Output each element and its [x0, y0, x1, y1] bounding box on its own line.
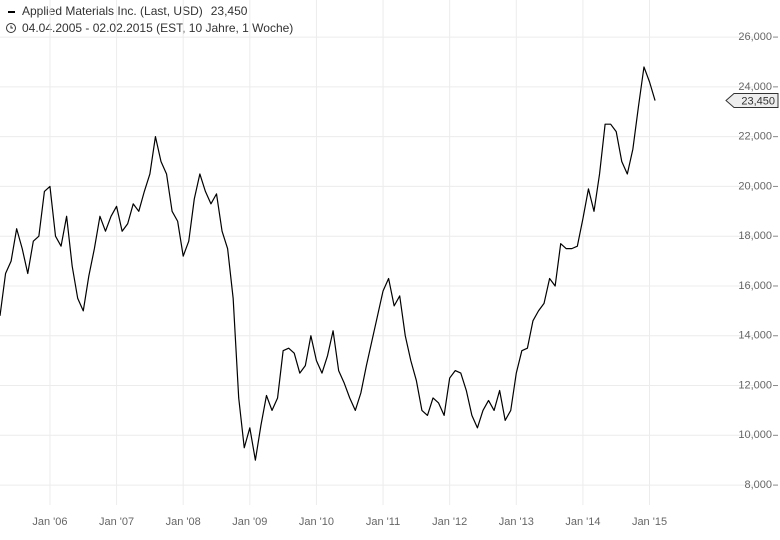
x-tick-label: Jan '13 — [499, 516, 534, 528]
y-tick-label: 20,000 — [738, 180, 772, 192]
y-tick-label: 26,000 — [738, 31, 772, 43]
x-tick-label: Jan '09 — [232, 516, 267, 528]
y-tick-label: 10,000 — [738, 429, 772, 441]
last-marker-label: 23,450 — [741, 95, 775, 107]
x-tick-label: Jan '06 — [32, 516, 67, 528]
x-tick-label: Jan '11 — [366, 516, 400, 528]
y-tick-label: 8,000 — [744, 479, 772, 491]
last-marker — [725, 93, 779, 109]
y-tick-label: 16,000 — [738, 280, 772, 292]
price-line — [0, 66, 656, 461]
x-tick-label: Jan '12 — [432, 516, 467, 528]
clock-icon — [6, 23, 16, 33]
x-tick-label: Jan '10 — [299, 516, 334, 528]
y-tick-label: 18,000 — [738, 230, 772, 242]
y-tick-label: 14,000 — [738, 330, 772, 342]
y-tick-label: 22,000 — [738, 131, 772, 143]
y-tick-label: 24,000 — [738, 81, 772, 93]
title-value: 23,450 — [211, 4, 248, 18]
x-tick-label: Jan '14 — [565, 516, 600, 528]
x-tick-label: Jan '07 — [99, 516, 134, 528]
x-tick-label: Jan '15 — [632, 516, 667, 528]
chart-title: Applied Materials Inc. (Last, USD) — [22, 4, 203, 18]
clock-hand — [10, 25, 13, 29]
grid — [0, 0, 755, 505]
y-tick-label: 12,000 — [738, 379, 772, 391]
x-tick-label: Jan '08 — [166, 516, 201, 528]
chart-subtitle: 04.04.2005 - 02.02.2015 (EST, 10 Jahre, … — [22, 21, 293, 35]
